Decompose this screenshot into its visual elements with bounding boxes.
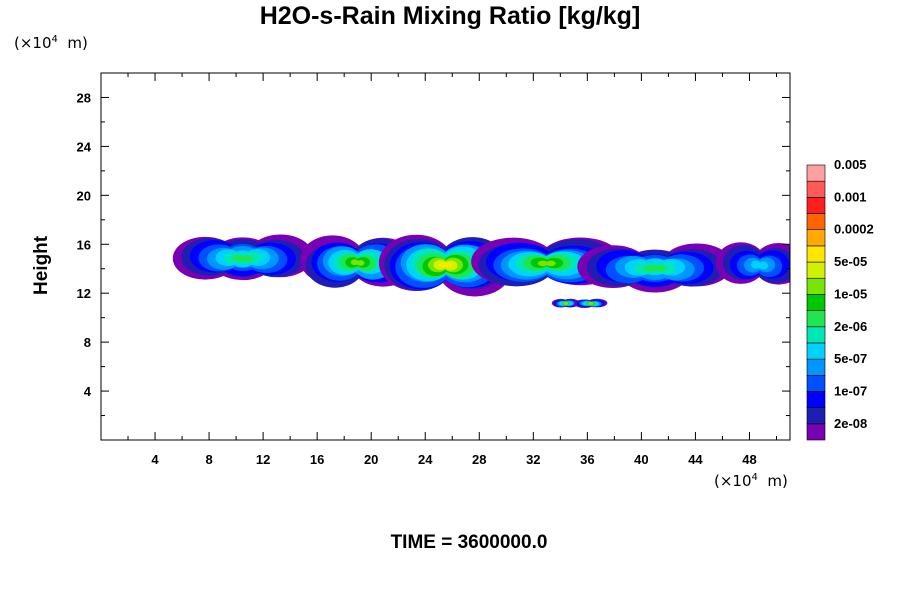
colorbar-swatch xyxy=(806,407,826,425)
y-unit-label: (×104 m) xyxy=(14,34,88,52)
x-tick-label: 4 xyxy=(151,452,159,467)
cloud-cell xyxy=(715,242,790,285)
colorbar-label: 2e-08 xyxy=(834,416,867,431)
colorbar-swatch xyxy=(806,358,826,376)
colorbar-label: 0.005 xyxy=(834,157,867,172)
colorbar-swatch xyxy=(806,245,826,263)
x-tick-label: 36 xyxy=(580,452,594,467)
cloud-contour xyxy=(356,260,365,266)
x-tick-label: 48 xyxy=(742,452,756,467)
colorbar-swatch xyxy=(806,342,826,360)
cloud-cell xyxy=(551,298,580,308)
colorbar-label: 1e-07 xyxy=(834,383,867,398)
x-tick-label: 20 xyxy=(364,452,378,467)
x-tick-label: 8 xyxy=(205,452,212,467)
cloud-contour xyxy=(589,302,594,306)
x-tick-label: 12 xyxy=(256,452,270,467)
y-tick-label: 8 xyxy=(84,335,91,350)
cloud-cell xyxy=(471,237,623,287)
cloud-contour xyxy=(243,255,254,262)
y-tick-label: 24 xyxy=(77,139,92,154)
colorbar-swatch xyxy=(806,294,826,311)
cloud-cell xyxy=(577,243,733,293)
colorbar-swatch xyxy=(806,391,826,408)
y-tick-label: 4 xyxy=(84,384,92,399)
colorbar-swatch xyxy=(806,164,826,182)
y-tick-label: 28 xyxy=(77,90,91,105)
colorbar-swatch xyxy=(806,326,826,344)
cloud-contour xyxy=(545,260,556,267)
colorbar-swatch xyxy=(806,310,826,328)
y-tick-label: 12 xyxy=(77,286,91,301)
colorbar-swatch xyxy=(806,213,826,231)
colorbar-label: 2e-06 xyxy=(834,319,867,334)
colorbar: 2e-08 1e-07 5e-07 2e-06 1e-05 5e-05 0.0002 0.00… xyxy=(806,157,874,441)
plot-frame xyxy=(100,72,791,441)
y-tick-label: 20 xyxy=(77,188,91,203)
cloud-contour xyxy=(350,259,359,266)
colorbar-label: 0.0002 xyxy=(834,222,874,237)
colorbar-swatch xyxy=(806,197,826,214)
cloud-contour xyxy=(564,302,569,306)
x-tick-label: 32 xyxy=(526,452,540,467)
x-tick-label: 40 xyxy=(634,452,648,467)
colorbar-swatch xyxy=(806,277,826,295)
x-tick-label: 16 xyxy=(310,452,324,467)
colorbar-label: 5e-07 xyxy=(834,351,867,366)
colorbar-label: 5e-05 xyxy=(834,254,867,269)
chart-title: H2O-s-Rain Mixing Ratio [kg/kg] xyxy=(259,2,641,30)
colorbar-swatch xyxy=(806,180,826,198)
cloud-contour xyxy=(758,261,769,270)
x-tick-label: 44 xyxy=(688,452,703,467)
colorbar-label: 1e-05 xyxy=(834,286,867,301)
colorbar-swatch xyxy=(806,423,826,441)
cloud-field xyxy=(172,234,790,309)
x-tick-label: 24 xyxy=(418,452,433,467)
colorbar-label: 0.001 xyxy=(834,189,867,204)
cloud-contour xyxy=(438,262,447,268)
cloud-contour xyxy=(751,260,761,269)
cloud-cell xyxy=(574,298,608,309)
colorbar-swatch xyxy=(806,229,826,247)
x-tick-label: 28 xyxy=(472,452,486,467)
cloud-cell xyxy=(172,234,313,281)
y-tick-label: 16 xyxy=(77,237,91,252)
cloud-contour xyxy=(444,262,453,268)
colorbar-swatch xyxy=(806,261,826,279)
x-unit-label: (×104 m) xyxy=(714,472,788,490)
time-label: TIME = 3600000.0 xyxy=(390,532,548,553)
cloud-contour xyxy=(655,265,667,272)
colorbar-swatch xyxy=(806,374,826,392)
cloud-contour xyxy=(537,260,548,267)
